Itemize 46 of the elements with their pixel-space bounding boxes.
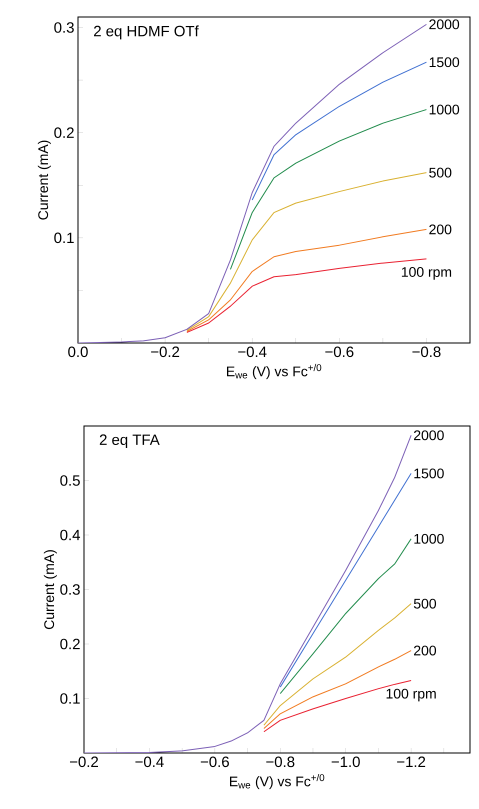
series-label: 1000 xyxy=(430,104,460,114)
series-label: 1500 xyxy=(414,468,444,478)
series-label: 200 xyxy=(429,224,452,234)
series-label: 100 rpm xyxy=(386,688,436,702)
line-series xyxy=(263,650,412,729)
y-axis-title: Current (mA) xyxy=(38,140,51,220)
x-axis-title: E$_{we}$ (V) vs Fc$^{+/0}$ xyxy=(226,364,322,380)
x-tick-label: −0.4 xyxy=(238,346,267,358)
x-tick-label: −0.4 xyxy=(135,756,164,768)
x-tick-label: −0.6 xyxy=(325,346,354,358)
x-tick-label: −0.8 xyxy=(412,346,441,358)
y-axis-title: Current (mA) xyxy=(44,550,57,630)
series-label: 1500 xyxy=(430,57,460,68)
line-series xyxy=(186,228,427,332)
x-tick-label: −0.8 xyxy=(266,756,294,768)
series-label: 500 xyxy=(414,598,436,609)
y-tick-label: 0.2 xyxy=(60,638,80,650)
x-tick-label: 0.0 xyxy=(68,346,88,358)
series-label: 100 rpm xyxy=(402,267,452,280)
y-tick-label: 0.3 xyxy=(60,584,80,595)
x-axis-title: E$_{we}$ (V) vs Fc$^{+/0}$ xyxy=(230,774,324,790)
x-tick-label: −0.2 xyxy=(151,346,180,358)
x-tick-label: −0.2 xyxy=(70,756,98,768)
series-label: 500 xyxy=(429,168,452,178)
y-tick-label: 0.2 xyxy=(54,127,74,138)
y-tick-label: 0.5 xyxy=(60,475,80,486)
y-tick-label: 0.3 xyxy=(54,22,74,33)
line-series xyxy=(252,62,427,200)
text: 2 eq TFA xyxy=(100,434,160,448)
line-series xyxy=(186,172,427,331)
line-series xyxy=(84,434,412,753)
y-tick-label: 0.1 xyxy=(60,693,80,704)
text: 2 eq HDMF OTf xyxy=(94,25,199,40)
series-label: 1000 xyxy=(414,534,444,544)
y-tick-label: 0.4 xyxy=(60,530,80,540)
line-series xyxy=(186,258,427,333)
series-label: 200 xyxy=(414,646,436,656)
series-label: 2000 xyxy=(414,430,444,440)
line-series xyxy=(263,680,412,732)
y-tick-label: 0.1 xyxy=(54,232,74,244)
series-label: 2000 xyxy=(429,19,460,30)
x-tick-label: −1.0 xyxy=(332,756,360,768)
line-series xyxy=(78,24,427,343)
x-tick-label: −0.6 xyxy=(200,756,229,768)
x-tick-label: −1.2 xyxy=(397,756,426,767)
line-series xyxy=(263,603,412,726)
